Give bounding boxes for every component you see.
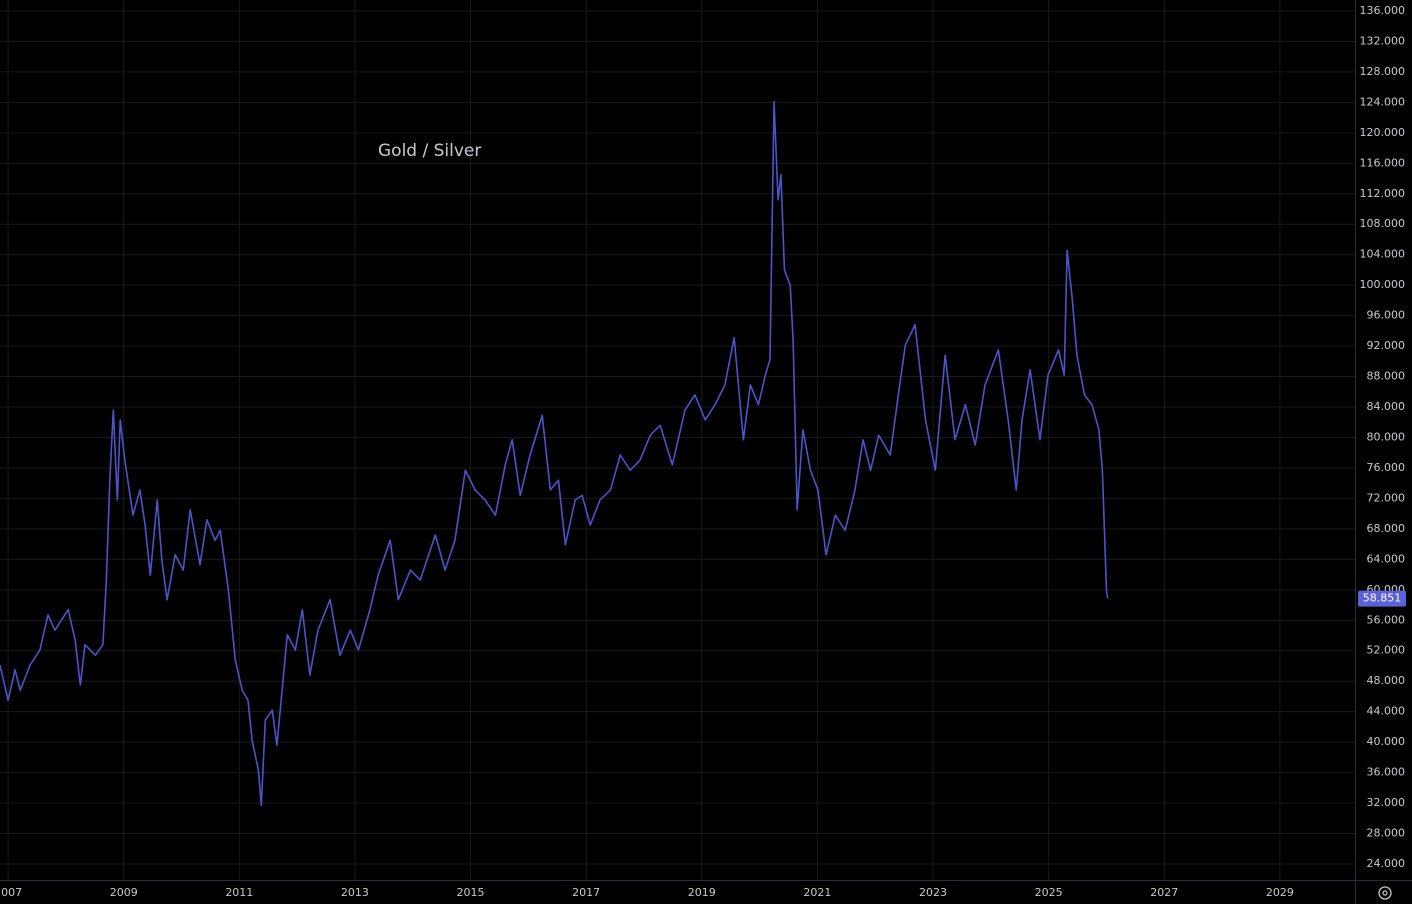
plot-area bbox=[0, 100, 1109, 807]
x-tick-label: 2029 bbox=[1266, 886, 1294, 899]
y-tick-label: 104.000 bbox=[1360, 248, 1406, 261]
grid bbox=[0, 0, 1355, 880]
y-tick-label: 80.000 bbox=[1367, 430, 1406, 443]
y-tick-label: 124.000 bbox=[1360, 95, 1406, 108]
x-tick-label: 2021 bbox=[803, 886, 831, 899]
last-value-label: 58.851 bbox=[1363, 592, 1402, 605]
y-tick-label: 56.000 bbox=[1367, 613, 1406, 626]
y-tick-label: 40.000 bbox=[1367, 735, 1406, 748]
y-tick-label: 28.000 bbox=[1367, 827, 1406, 840]
settings-icon bbox=[1378, 886, 1392, 900]
y-tick-label: 84.000 bbox=[1367, 400, 1406, 413]
y-tick-label: 120.000 bbox=[1360, 126, 1406, 139]
y-tick-label: 96.000 bbox=[1367, 309, 1406, 322]
y-tick-label: 36.000 bbox=[1367, 766, 1406, 779]
settings-icon-center bbox=[1382, 890, 1388, 896]
x-tick-label: 2019 bbox=[688, 886, 716, 899]
y-tick-label: 108.000 bbox=[1360, 217, 1406, 230]
y-tick-label: 112.000 bbox=[1360, 187, 1406, 200]
y-tick-label: 48.000 bbox=[1367, 674, 1406, 687]
y-tick-label: 72.000 bbox=[1367, 491, 1406, 504]
y-tick-label: 100.000 bbox=[1360, 278, 1406, 291]
x-tick-label: 2009 bbox=[110, 886, 138, 899]
y-tick-label: 136.000 bbox=[1360, 4, 1406, 17]
series-line bbox=[0, 100, 1109, 807]
y-tick-label: 44.000 bbox=[1367, 705, 1406, 718]
x-tick-label: 2023 bbox=[919, 886, 947, 899]
y-tick-label: 76.000 bbox=[1367, 461, 1406, 474]
y-tick-label: 92.000 bbox=[1367, 339, 1406, 352]
y-tick-label: 52.000 bbox=[1367, 644, 1406, 657]
x-tick-label: 2017 bbox=[572, 886, 600, 899]
y-tick-label: 24.000 bbox=[1367, 857, 1406, 870]
settings-button[interactable] bbox=[1378, 886, 1392, 900]
y-tick-label: 132.000 bbox=[1360, 34, 1406, 47]
y-tick-label: 68.000 bbox=[1367, 522, 1406, 535]
y-tick-label: 64.000 bbox=[1367, 552, 1406, 565]
y-tick-label: 116.000 bbox=[1360, 156, 1406, 169]
x-tick-label: 2011 bbox=[225, 886, 253, 899]
last-value-badge bbox=[1358, 590, 1406, 607]
x-tick-label: 2027 bbox=[1150, 886, 1178, 899]
x-tick-label: 2007 bbox=[0, 886, 22, 899]
x-tick-label: 2015 bbox=[457, 886, 485, 899]
y-tick-label: 88.000 bbox=[1367, 370, 1406, 383]
x-tick-label: 2013 bbox=[341, 886, 369, 899]
x-tick-label: 2025 bbox=[1035, 886, 1063, 899]
y-tick-label: 32.000 bbox=[1367, 796, 1406, 809]
y-tick-label: 128.000 bbox=[1360, 65, 1406, 78]
chart-title: Gold / Silver bbox=[378, 141, 481, 161]
axes: 24.000 28.000 32.000 36.000 40.000 44.000 48.0… bbox=[0, 4, 1406, 899]
